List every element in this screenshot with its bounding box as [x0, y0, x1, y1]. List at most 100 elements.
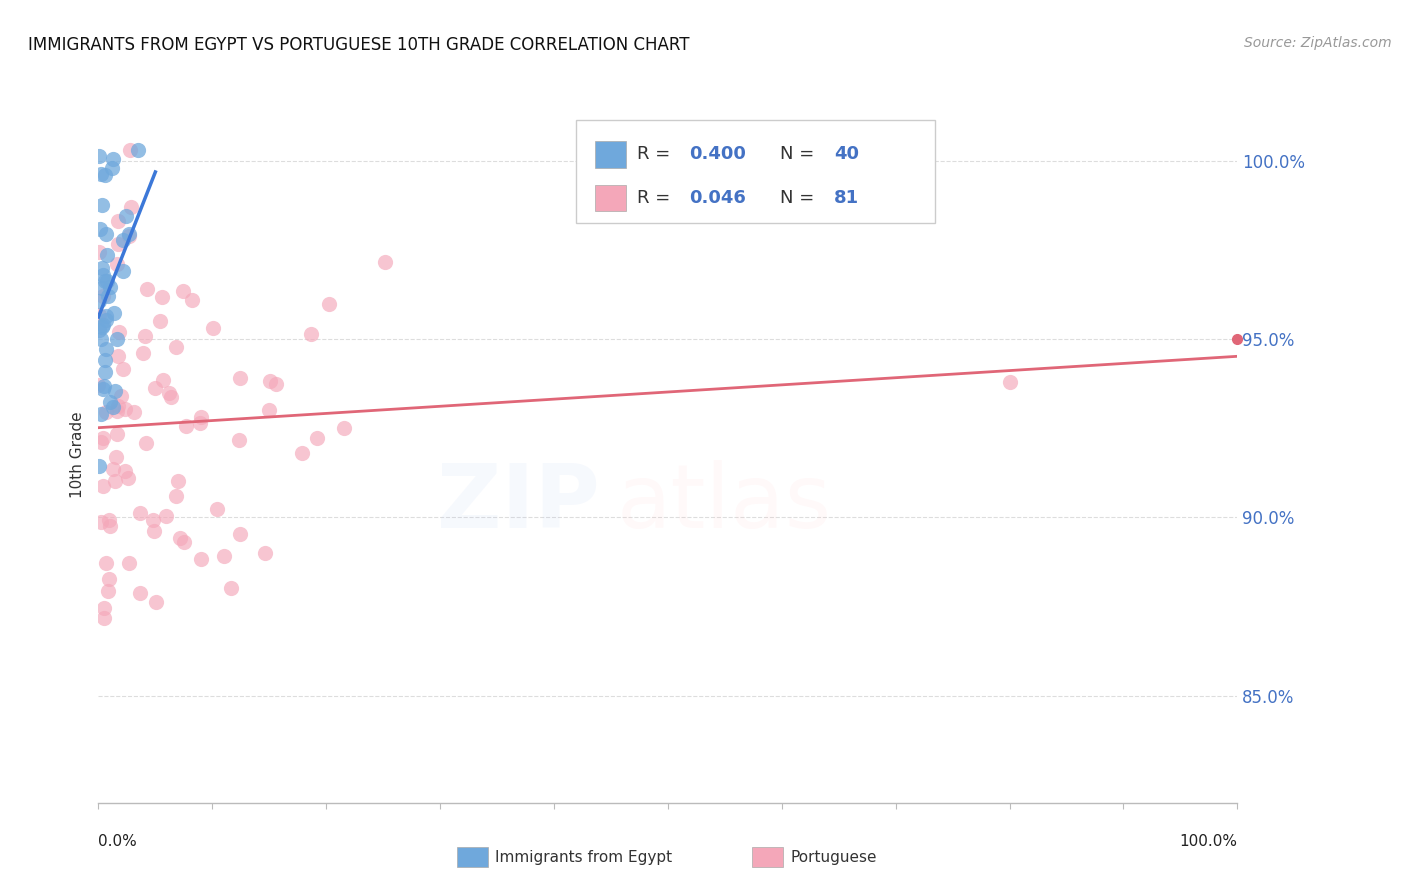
Point: [136, 282, 159, 296]
Point: [103, 152, 125, 166]
Point: [87, 244, 110, 259]
Text: Source: ZipAtlas.com: Source: ZipAtlas.com: [1244, 36, 1392, 50]
Point: [94, 342, 117, 356]
Point: [128, 586, 150, 600]
Point: [190, 410, 212, 425]
Point: [998, 375, 1021, 389]
Point: [134, 329, 156, 343]
Point: [173, 535, 195, 549]
Point: [90, 407, 112, 421]
Point: [110, 388, 132, 402]
Point: [111, 362, 134, 376]
Point: [117, 471, 139, 485]
Text: R =: R =: [637, 145, 676, 163]
Point: [229, 527, 252, 541]
Point: [127, 143, 149, 157]
Point: [173, 284, 195, 298]
Point: [94, 556, 117, 570]
Point: [374, 255, 396, 269]
Point: [103, 306, 125, 320]
Text: 0.0%: 0.0%: [98, 834, 138, 849]
Point: [93, 611, 115, 625]
Point: [305, 431, 328, 445]
Y-axis label: 10th Grade: 10th Grade: [70, 411, 86, 499]
Point: [89, 222, 111, 236]
Point: [118, 556, 141, 570]
Point: [93, 600, 115, 615]
Point: [107, 214, 129, 228]
Point: [93, 378, 115, 392]
Text: ZIP: ZIP: [437, 460, 599, 547]
Point: [107, 400, 129, 414]
Point: [96, 309, 118, 323]
Point: [174, 419, 197, 434]
Point: [107, 236, 129, 251]
Point: [169, 531, 191, 545]
Point: [150, 290, 173, 304]
Point: [91, 289, 114, 303]
Point: [190, 552, 212, 566]
Point: [89, 458, 111, 473]
Point: [93, 274, 115, 288]
Point: [91, 382, 114, 396]
Point: [90, 260, 112, 275]
Point: [87, 377, 110, 392]
Point: [122, 405, 145, 419]
Point: [91, 319, 114, 334]
Point: [90, 434, 112, 449]
Point: [90, 332, 112, 346]
Point: [291, 446, 314, 460]
Point: [107, 349, 129, 363]
Text: 40: 40: [834, 145, 859, 163]
Text: Immigrants from Egypt: Immigrants from Egypt: [495, 850, 672, 864]
Point: [212, 549, 235, 563]
Point: [90, 198, 112, 212]
Point: [120, 143, 142, 157]
Point: [98, 280, 121, 294]
Point: [166, 474, 188, 488]
Point: [160, 390, 183, 404]
Point: [254, 546, 277, 560]
Point: [149, 314, 172, 328]
Text: 0.046: 0.046: [689, 189, 745, 207]
Point: [132, 346, 155, 360]
Point: [89, 323, 111, 337]
Point: [104, 474, 127, 488]
Point: [90, 167, 112, 181]
Point: [87, 293, 110, 308]
Point: [101, 462, 124, 476]
Point: [105, 427, 128, 442]
Point: [201, 320, 224, 334]
Point: [114, 401, 136, 416]
Point: [105, 332, 128, 346]
Point: [118, 227, 141, 241]
Point: [333, 420, 356, 434]
Point: [165, 489, 187, 503]
Point: [100, 161, 122, 176]
Point: [94, 227, 117, 242]
Point: [259, 375, 281, 389]
Point: [94, 352, 117, 367]
Point: [96, 248, 118, 262]
Point: [188, 416, 211, 430]
Point: [94, 312, 117, 326]
Point: [221, 582, 243, 596]
Text: R =: R =: [637, 189, 676, 207]
Point: [107, 325, 129, 339]
Text: atlas: atlas: [617, 460, 832, 547]
Point: [152, 374, 174, 388]
Text: N =: N =: [780, 145, 820, 163]
Point: [94, 168, 117, 182]
Point: [91, 318, 114, 332]
Point: [135, 435, 157, 450]
Point: [94, 405, 117, 419]
Point: [98, 394, 121, 409]
Point: [101, 400, 124, 414]
Point: [111, 233, 134, 247]
Point: [91, 431, 114, 445]
Point: [87, 308, 110, 322]
Point: [266, 376, 288, 391]
Text: IMMIGRANTS FROM EGYPT VS PORTUGUESE 10TH GRADE CORRELATION CHART: IMMIGRANTS FROM EGYPT VS PORTUGUESE 10TH…: [28, 36, 689, 54]
Point: [104, 450, 127, 464]
Point: [228, 434, 250, 448]
